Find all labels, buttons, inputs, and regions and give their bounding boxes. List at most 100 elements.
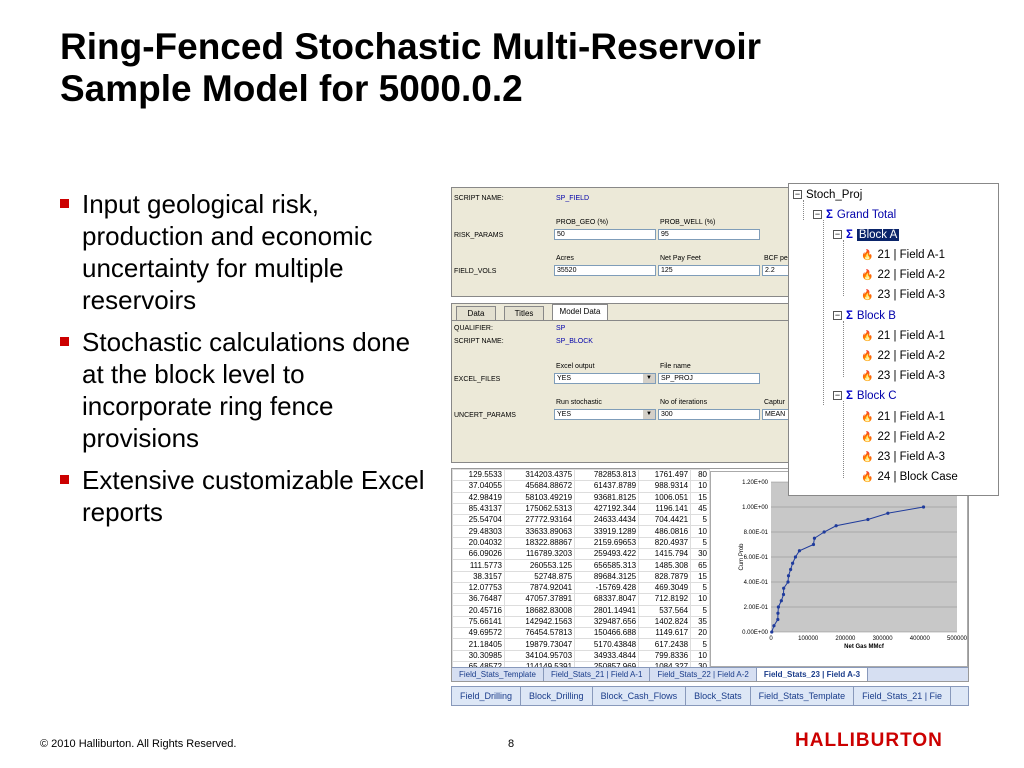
table-cell[interactable]: 782853.813 — [574, 469, 640, 482]
table-cell[interactable]: 1761.497 — [638, 469, 692, 482]
tree-field[interactable]: 🔥 21 | Field A-1 — [861, 246, 945, 264]
sheet-tab[interactable]: Field_Stats_22 | Field A-2 — [650, 668, 757, 681]
tree-block-c[interactable]: − Σ Block C — [833, 387, 897, 405]
dropdown-arrow-icon[interactable]: ▼ — [643, 410, 655, 419]
table-cell[interactable]: 18322.88867 — [503, 536, 576, 550]
table-cell[interactable]: 1006.051 — [638, 491, 692, 504]
dropdown-arrow-icon[interactable]: ▼ — [643, 374, 655, 383]
table-cell[interactable]: 617.2438 — [638, 638, 692, 651]
table-cell[interactable]: 1149.617 — [638, 627, 692, 640]
sheet-tab[interactable]: Field_Stats_Template — [751, 687, 855, 705]
table-cell[interactable]: 85.43137 — [452, 502, 505, 516]
table-cell[interactable]: 20.04032 — [452, 536, 505, 550]
table-cell[interactable]: 20.45716 — [452, 604, 505, 617]
file-name-input[interactable]: SP_PROJ — [658, 373, 760, 384]
run-stochastic-select[interactable]: YES ▼ — [554, 409, 656, 420]
table-cell[interactable]: 129.5533 — [452, 469, 505, 482]
table-cell[interactable]: 37.04055 — [452, 480, 505, 493]
collapse-icon[interactable]: − — [833, 229, 842, 240]
table-cell[interactable]: 20 — [690, 627, 710, 640]
table-cell[interactable]: 18682.83008 — [503, 604, 576, 617]
table-cell[interactable]: 5 — [690, 581, 710, 595]
sheet-tab[interactable]: Field_Stats_21 | Fie — [854, 687, 952, 705]
table-cell[interactable]: 329487.656 — [574, 615, 640, 629]
table-cell[interactable]: 34933.4844 — [574, 649, 640, 663]
table-cell[interactable]: 27772.93164 — [503, 514, 576, 527]
tree-field[interactable]: 🔥 23 | Field A-3 — [861, 286, 945, 304]
table-cell[interactable]: 799.8336 — [638, 649, 692, 663]
sheet-tab[interactable]: Block_Drilling — [521, 687, 593, 705]
table-cell[interactable]: 58103.49219 — [503, 491, 576, 504]
excel-output-select[interactable]: YES ▼ — [554, 373, 656, 384]
tab-model-data[interactable]: Model Data — [552, 304, 608, 320]
sheet-tab[interactable]: Field_Stats_21 | Field A-1 — [544, 668, 651, 681]
table-cell[interactable]: 30 — [690, 548, 710, 561]
table-cell[interactable]: 1415.794 — [638, 548, 692, 561]
tree-field[interactable]: 🔥 22 | Field A-2 — [861, 347, 945, 365]
table-cell[interactable]: 142942.1563 — [503, 615, 576, 629]
prob-well-input[interactable]: 95 — [658, 229, 760, 240]
table-cell[interactable]: 89684.3125 — [574, 570, 640, 583]
tree-field[interactable]: 🔥 23 | Field A-3 — [861, 367, 945, 385]
tree-root[interactable]: − Stoch_Proj — [793, 186, 862, 204]
table-cell[interactable]: 68337.8047 — [574, 593, 640, 606]
table-cell[interactable]: 7874.92041 — [503, 581, 576, 595]
table-cell[interactable]: 21.18405 — [452, 638, 505, 651]
prob-geo-input[interactable]: 50 — [554, 229, 656, 240]
table-cell[interactable]: 5 — [690, 536, 710, 550]
table-cell[interactable]: 10 — [690, 593, 710, 606]
sheet-tab[interactable]: Block_Cash_Flows — [593, 687, 687, 705]
table-cell[interactable]: 34104.95703 — [503, 649, 576, 663]
table-cell[interactable]: 5 — [690, 638, 710, 651]
sheet-tab-active[interactable]: Field_Stats_23 | Field A-3 — [756, 668, 869, 681]
table-cell[interactable]: 80 — [690, 469, 710, 482]
table-cell[interactable]: 712.8192 — [638, 593, 692, 606]
table-cell[interactable]: 486.0816 — [638, 525, 692, 538]
collapse-icon[interactable]: − — [833, 310, 842, 321]
tree-field[interactable]: 🔥 21 | Field A-1 — [861, 327, 945, 345]
table-cell[interactable]: 988.9314 — [638, 480, 692, 493]
table-cell[interactable]: 66.09026 — [452, 548, 505, 561]
tree-block-b[interactable]: − Σ Block B — [833, 307, 896, 325]
tab-data[interactable]: Data — [456, 306, 496, 320]
table-cell[interactable]: 45684.88672 — [503, 480, 576, 493]
collapse-icon[interactable]: − — [793, 189, 802, 200]
table-cell[interactable]: 42.98419 — [452, 491, 505, 504]
table-cell[interactable]: 1196.141 — [638, 502, 692, 516]
table-cell[interactable]: 1402.824 — [638, 615, 692, 629]
tree-field[interactable]: 🔥 23 | Field A-3 — [861, 448, 945, 466]
table-cell[interactable]: 35 — [690, 615, 710, 629]
table-cell[interactable]: 260553.125 — [503, 559, 576, 572]
table-cell[interactable]: -15769.428 — [574, 581, 640, 595]
table-cell[interactable]: 38.3157 — [452, 570, 505, 583]
table-cell[interactable]: 5170.43848 — [574, 638, 640, 651]
table-cell[interactable]: 12.07753 — [452, 581, 505, 595]
net-pay-input[interactable]: 125 — [658, 265, 760, 276]
table-cell[interactable]: 427192.344 — [574, 502, 640, 516]
table-cell[interactable]: 75.66141 — [452, 615, 505, 629]
acres-input[interactable]: 35520 — [554, 265, 656, 276]
table-cell[interactable]: 704.4421 — [638, 514, 692, 527]
table-cell[interactable]: 36.76487 — [452, 593, 505, 606]
tree-field[interactable]: 🔥 21 | Field A-1 — [861, 408, 945, 426]
sheet-tab[interactable]: Field_Stats_Template — [452, 668, 544, 681]
table-cell[interactable]: 469.3049 — [638, 581, 692, 595]
table-cell[interactable]: 1485.308 — [638, 559, 692, 572]
table-cell[interactable]: 150466.688 — [574, 627, 640, 640]
table-cell[interactable]: 76454.57813 — [503, 627, 576, 640]
tree-block-a[interactable]: − Σ Block A — [833, 226, 900, 244]
table-cell[interactable]: 65 — [690, 559, 710, 572]
table-cell[interactable]: 30.30985 — [452, 649, 505, 663]
table-cell[interactable]: 19879.73047 — [503, 638, 576, 651]
table-cell[interactable]: 820.4937 — [638, 536, 692, 550]
table-cell[interactable]: 49.69572 — [452, 627, 505, 640]
table-cell[interactable]: 25.54704 — [452, 514, 505, 527]
table-cell[interactable]: 15 — [690, 491, 710, 504]
table-cell[interactable]: 33919.1289 — [574, 525, 640, 538]
table-cell[interactable]: 93681.8125 — [574, 491, 640, 504]
table-cell[interactable]: 61437.8789 — [574, 480, 640, 493]
tree-grand-total[interactable]: − Σ Grand Total — [813, 206, 896, 224]
tree-field[interactable]: 🔥 24 | Block Case — [861, 468, 958, 486]
table-cell[interactable]: 5 — [690, 514, 710, 527]
table-cell[interactable]: 2801.14941 — [574, 604, 640, 617]
